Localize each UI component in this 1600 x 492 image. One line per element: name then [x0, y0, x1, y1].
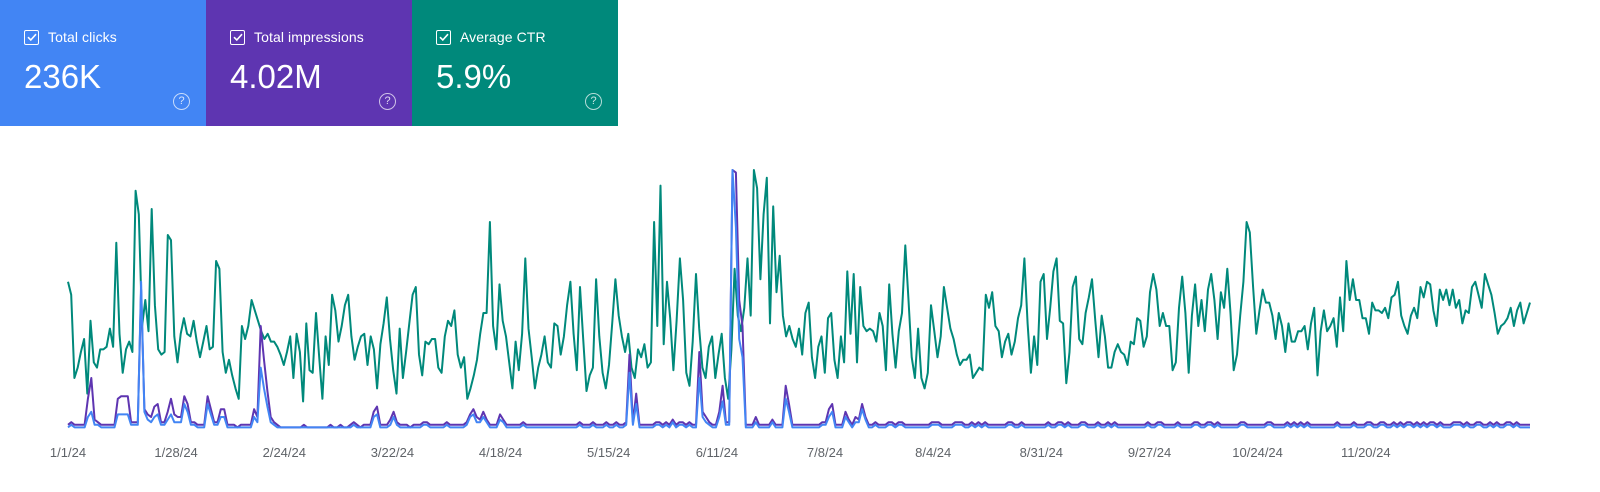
x-tick-label: 5/15/24	[587, 445, 630, 460]
help-circle-icon[interactable]: ?	[379, 93, 396, 110]
x-tick-label: 4/18/24	[479, 445, 522, 460]
impressions-card-header: Total impressions	[230, 29, 364, 45]
impressions-card[interactable]: Total impressions 4.02M ?	[206, 0, 412, 126]
ctr-card[interactable]: Average CTR 5.9% ?	[412, 0, 618, 126]
checkbox-checked-icon[interactable]	[24, 29, 39, 45]
x-tick-label: 1/1/24	[50, 445, 86, 460]
series-line-0	[67, 169, 1531, 403]
x-tick-label: 1/28/24	[154, 445, 197, 460]
impressions-label: Total impressions	[254, 29, 364, 45]
x-tick-label: 10/24/24	[1232, 445, 1283, 460]
x-tick-label: 11/20/24	[1341, 445, 1391, 460]
ctr-label: Average CTR	[460, 29, 546, 45]
series-line-1	[67, 169, 1530, 429]
impressions-value: 4.02M	[230, 58, 322, 95]
x-tick-label: 3/22/24	[371, 445, 414, 460]
x-tick-label: 8/4/24	[915, 445, 951, 460]
clicks-card-header: Total clicks	[24, 29, 117, 45]
x-tick-label: 6/11/24	[696, 445, 738, 460]
clicks-value: 236K	[24, 58, 102, 95]
performance-line-chart: 1/1/24 1/28/24 2/24/24 3/22/24 4/18/24 5/15/2…	[50, 169, 1531, 460]
checkbox-checked-icon[interactable]	[230, 29, 245, 45]
help-circle-icon[interactable]: ?	[585, 93, 602, 110]
x-tick-label: 9/27/24	[1128, 445, 1171, 460]
help-circle-icon[interactable]: ?	[173, 93, 190, 110]
checkbox-checked-icon[interactable]	[436, 29, 451, 45]
clicks-card[interactable]: Total clicks 236K ?	[0, 0, 206, 126]
metric-cards: Total clicks 236K ? Total impressions 4.…	[0, 0, 618, 126]
clicks-label: Total clicks	[48, 29, 117, 45]
ctr-card-header: Average CTR	[436, 29, 546, 45]
x-tick-label: 8/31/24	[1020, 445, 1063, 460]
x-tick-label: 2/24/24	[263, 445, 306, 460]
x-tick-label: 7/8/24	[807, 445, 843, 460]
series-line-2	[67, 169, 1530, 429]
ctr-value: 5.9%	[436, 58, 512, 95]
